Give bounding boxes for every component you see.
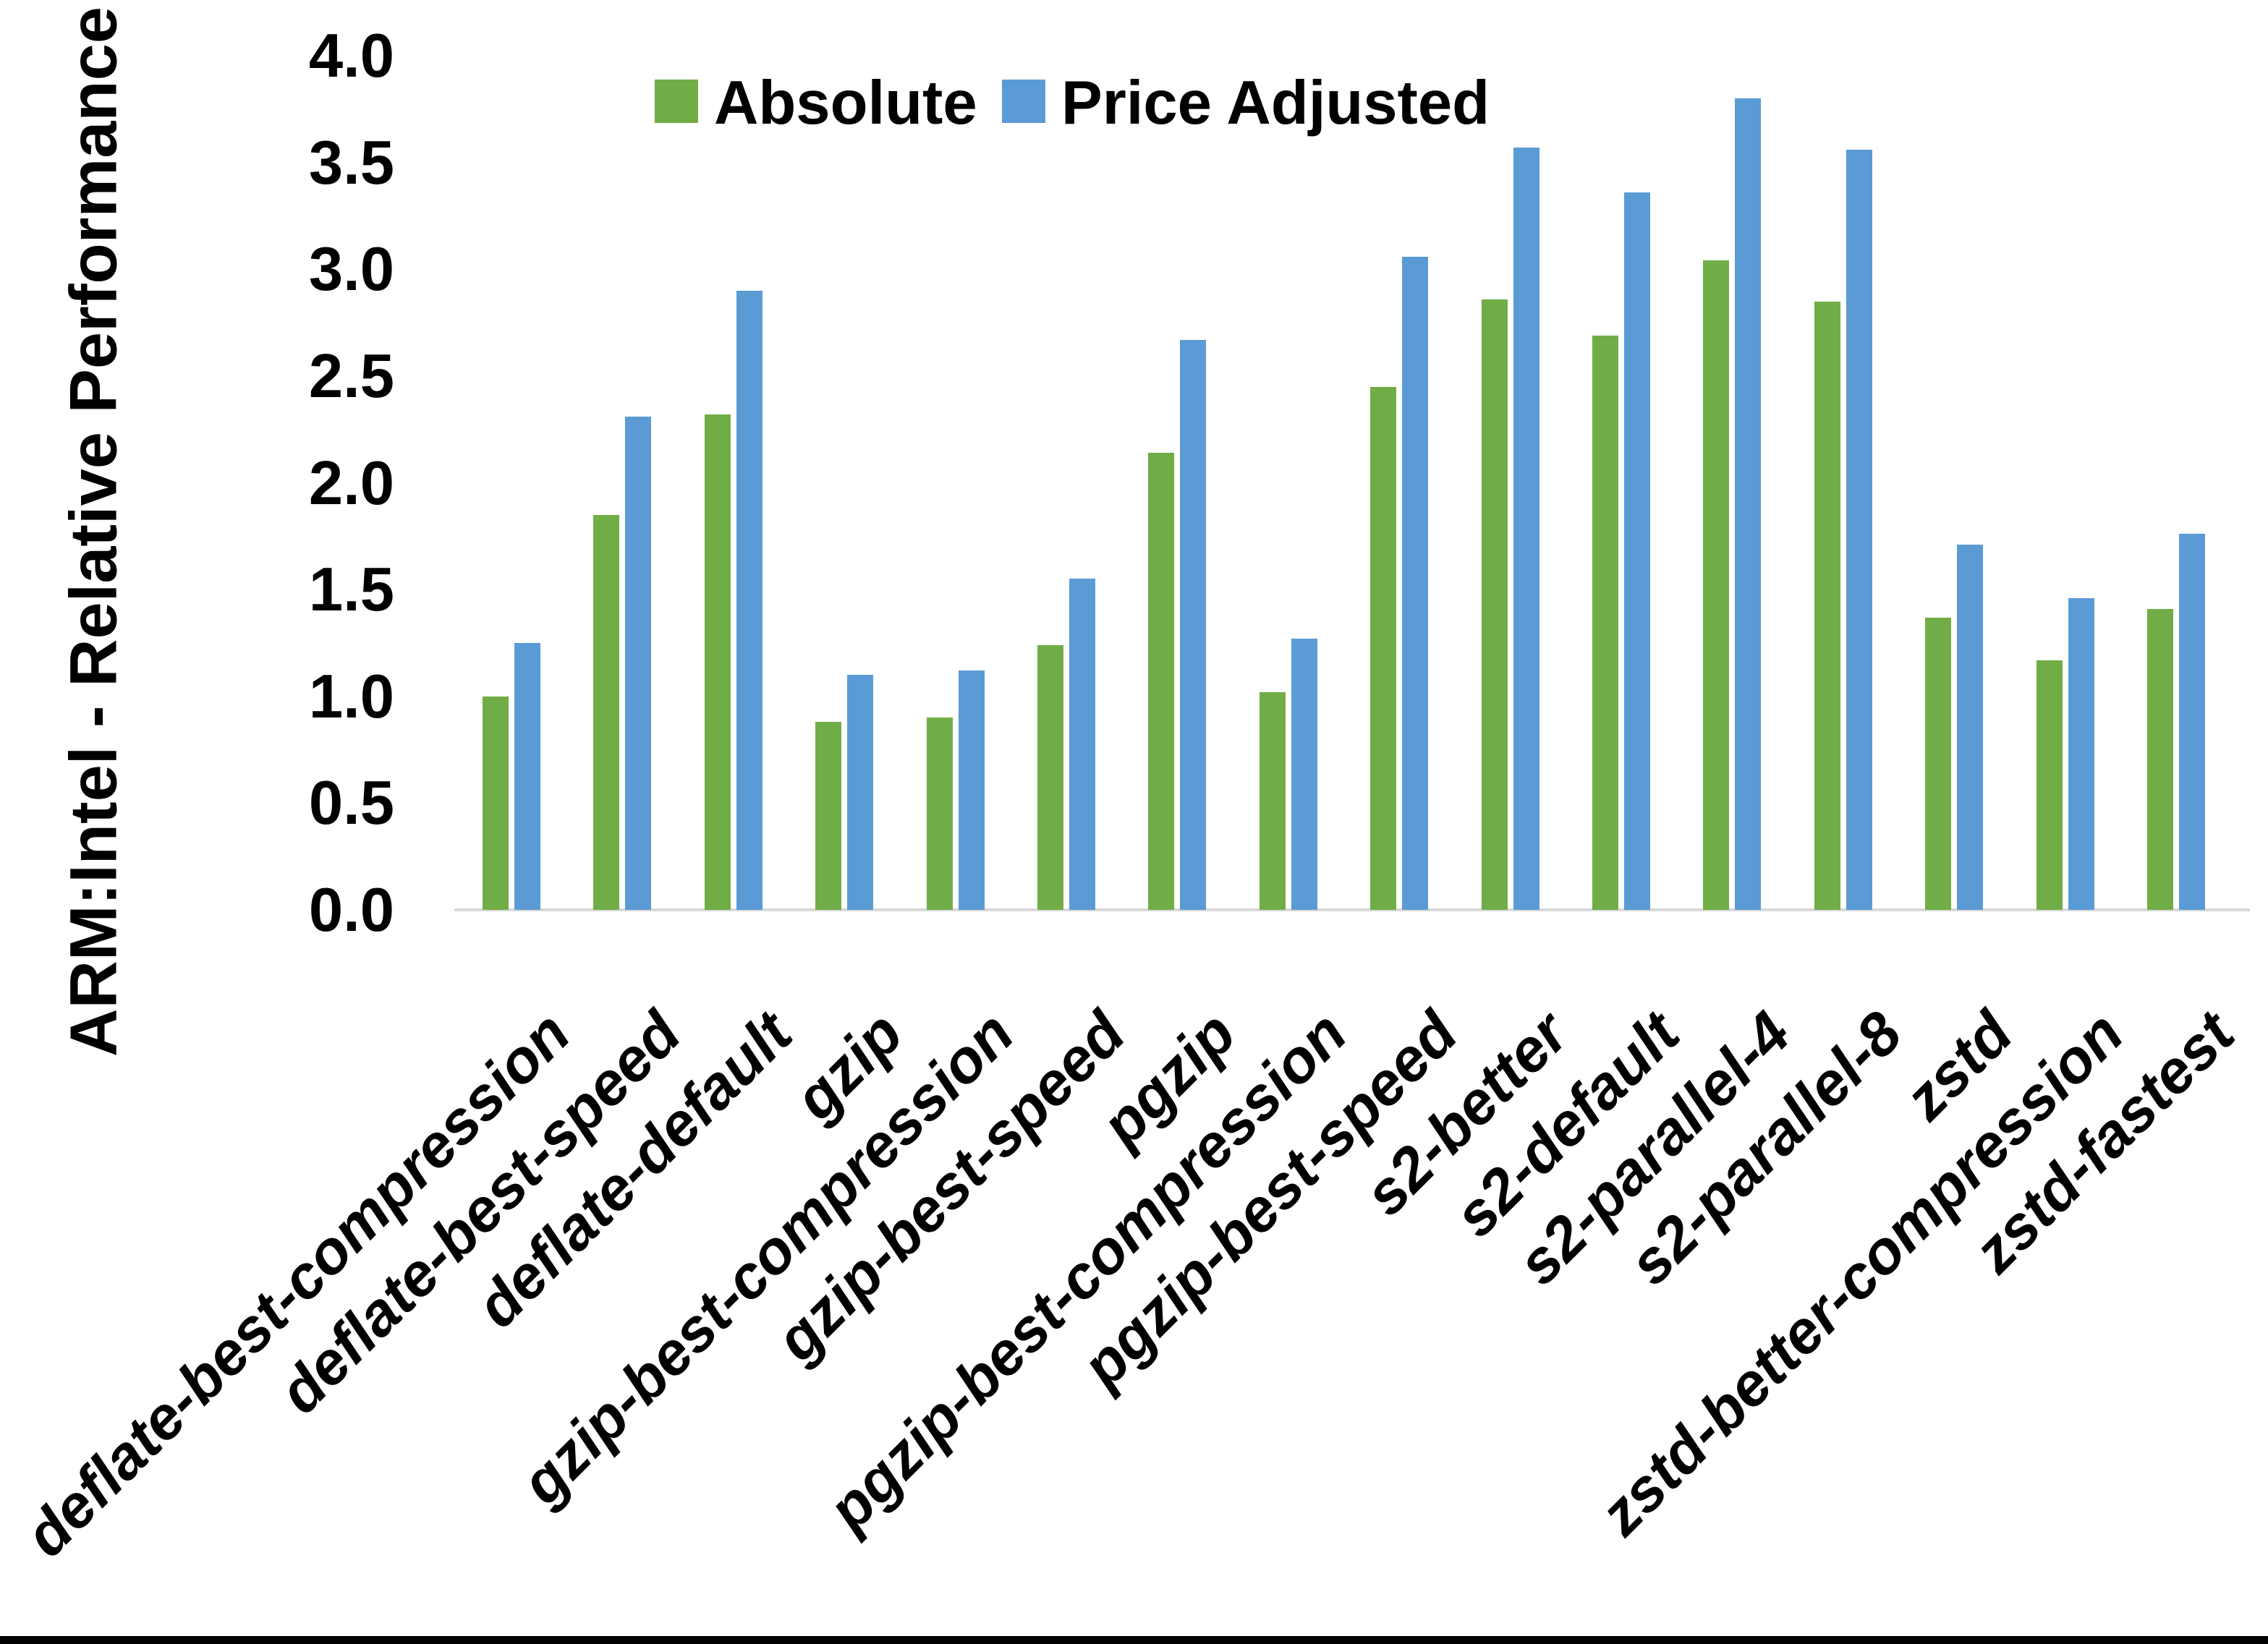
bar-price-adjusted-s2-parallel-8 <box>1846 150 1872 910</box>
y-axis-title: ARM:Intel - Relative Performance <box>56 7 131 1057</box>
y-tick-label-1.5: 1.5 <box>308 555 394 625</box>
bar-price-adjusted-s2-parallel-4 <box>1735 98 1761 910</box>
legend-swatch-absolute-icon <box>655 80 698 123</box>
bar-price-adjusted-s2-better <box>1513 148 1539 910</box>
y-tick-label-2.5: 2.5 <box>308 341 394 411</box>
figure-bottom-border <box>0 1636 2268 1644</box>
y-tick-label-3.0: 3.0 <box>308 235 394 304</box>
bar-absolute-s2-better <box>1482 299 1508 910</box>
bar-absolute-zstd-better-compression <box>2036 660 2063 910</box>
legend-swatch-price-adjusted-icon <box>1002 80 1045 123</box>
legend-label-price-adjusted: Price Adjusted <box>1061 69 1490 137</box>
legend-label-absolute: Absolute <box>714 69 977 137</box>
bar-price-adjusted-gzip <box>847 675 873 910</box>
y-tick-label-3.5: 3.5 <box>308 128 394 197</box>
bar-price-adjusted-pgzip-best-speed <box>1402 257 1428 910</box>
bar-absolute-s2-parallel-4 <box>1703 260 1729 910</box>
bar-absolute-pgzip <box>1148 453 1174 910</box>
y-tick-label-4.0: 4.0 <box>308 22 394 90</box>
y-tick-label-2.0: 2.0 <box>308 448 394 518</box>
bar-price-adjusted-pgzip-best-compression <box>1291 639 1317 910</box>
bar-absolute-deflate-best-speed <box>593 515 619 910</box>
bar-absolute-zstd <box>1925 618 1951 910</box>
bar-absolute-deflate-best-compression <box>483 697 509 910</box>
bar-price-adjusted-deflate-best-compression <box>514 643 540 910</box>
bar-absolute-deflate-default <box>705 414 731 910</box>
bar-price-adjusted-s2-default <box>1624 192 1650 910</box>
bar-absolute-s2-default <box>1592 336 1618 910</box>
bar-absolute-gzip-best-speed <box>1037 645 1063 910</box>
bar-absolute-gzip-best-compression <box>927 717 953 910</box>
bar-price-adjusted-zstd <box>1957 545 1983 910</box>
bar-price-adjusted-gzip-best-speed <box>1069 579 1095 910</box>
bar-absolute-gzip <box>815 722 841 910</box>
bar-price-adjusted-deflate-default <box>736 291 763 910</box>
bar-absolute-zstd-fastest <box>2147 609 2173 910</box>
bar-price-adjusted-zstd-fastest <box>2179 534 2205 910</box>
bar-absolute-pgzip-best-compression <box>1260 692 1286 910</box>
bar-price-adjusted-deflate-best-speed <box>625 417 651 910</box>
y-tick-label-1.0: 1.0 <box>308 662 394 731</box>
bar-price-adjusted-zstd-better-compression <box>2068 598 2094 910</box>
y-tick-label-0.5: 0.5 <box>308 769 394 838</box>
x-axis-line <box>454 908 2250 911</box>
bar-price-adjusted-gzip-best-compression <box>959 670 985 910</box>
y-tick-label-0.0: 0.0 <box>308 876 394 945</box>
bar-price-adjusted-pgzip <box>1180 340 1206 910</box>
bar-absolute-s2-parallel-8 <box>1814 302 1840 910</box>
bar-absolute-pgzip-best-speed <box>1370 387 1396 910</box>
